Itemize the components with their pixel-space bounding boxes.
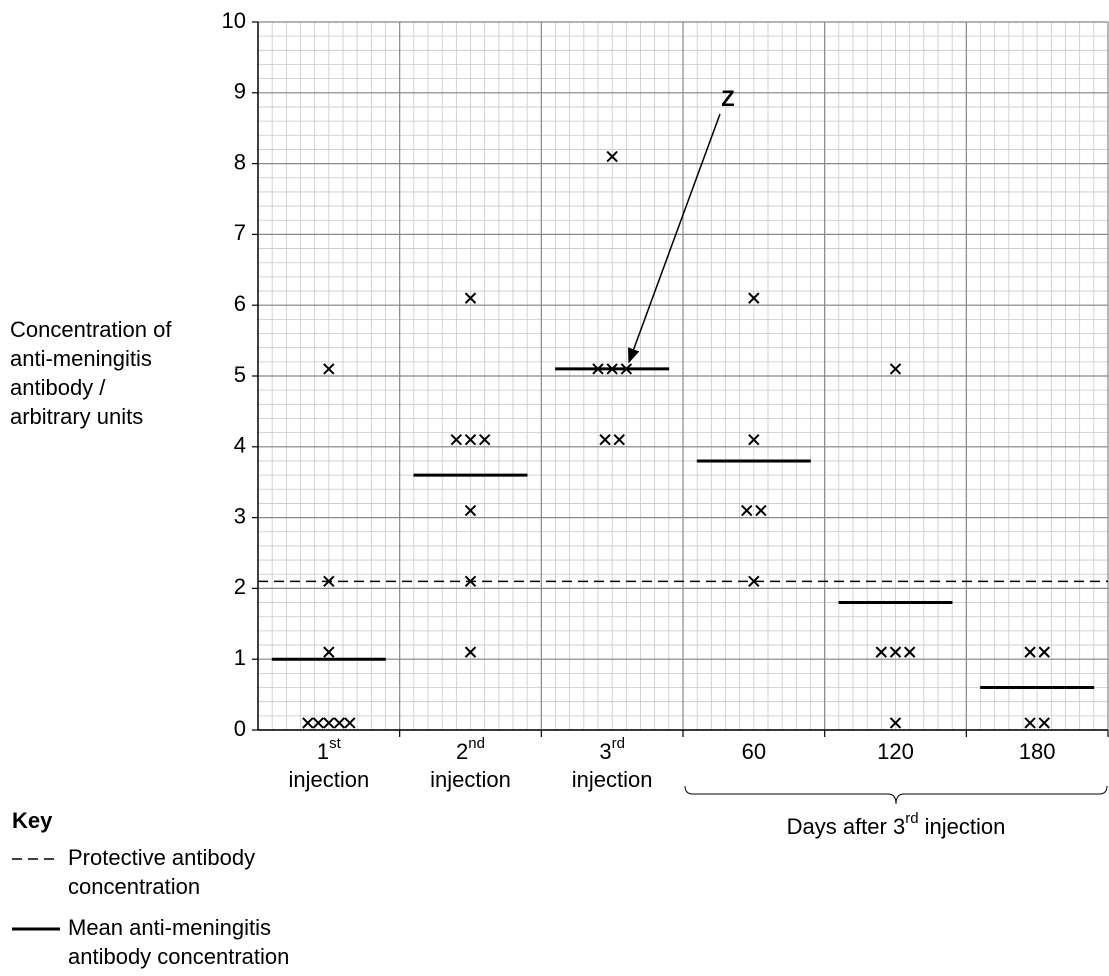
annotation-arrow [628,113,721,364]
data-point [889,363,902,375]
x-group-label: Days after 3rd injection [787,810,1006,838]
data-point [592,363,604,375]
key-label: concentration [68,874,200,899]
y-tick-label: 6 [234,291,246,316]
brace [684,785,1108,805]
x-tick-label-sup: rd [612,735,625,752]
x-tick-label-sup: nd [468,735,485,752]
y-axis-label: anti-meningitis [10,346,152,371]
data-point [903,646,916,658]
data-point [1024,717,1036,729]
data-point [606,150,618,163]
y-tick-label: 10 [222,8,246,33]
data-point [1024,646,1036,658]
data-point [741,504,753,517]
key-label: Mean anti-meningitis [68,915,271,940]
x-tick-label: 3rd [599,735,625,763]
data-point [478,434,491,446]
y-tick-label: 3 [234,503,246,528]
x-tick-label-sup: st [329,735,342,752]
key-label: Protective antibody [68,845,255,870]
x-tick-label-line2: injection [288,767,369,792]
y-axis-label: antibody / [10,375,106,400]
data-point [464,292,477,304]
x-tick-label-text: 2 [456,739,468,764]
data-point [889,646,902,658]
x-tick-label: 60 [742,739,766,764]
x-tick-label-line2: injection [430,767,511,792]
data-point [464,646,477,658]
data-point [606,363,618,375]
x-tick-label-line2: injection [572,767,653,792]
x-tick-label-text: 180 [1019,739,1056,764]
data-point [599,434,611,446]
data-point [464,575,477,588]
data-point [302,717,314,729]
x-tick-label-text: 1 [317,739,329,764]
x-tick-label-text: 3 [599,739,611,764]
x-group-label-text: Days after 3 [787,814,906,839]
data-point [755,504,767,517]
data-point [323,717,335,729]
data-point [312,717,325,729]
key-label: antibody concentration [68,944,289,969]
y-tick-label: 9 [234,79,246,104]
y-axis-label: Concentration of [10,317,172,342]
data-point [748,575,760,588]
y-tick-label: 2 [234,574,246,599]
data-point [875,646,888,658]
data-point [450,434,463,446]
data-point [323,363,335,375]
x-group-label-sup: rd [905,810,918,827]
data-point [748,292,760,304]
y-tick-label: 0 [234,716,246,741]
x-tick-label-text: 120 [877,739,914,764]
data-point [323,646,335,658]
x-tick-label: 120 [877,739,914,764]
grid [257,21,1109,731]
x-tick-label: 1st [317,735,342,763]
data-point [1038,646,1050,658]
data-point [1038,717,1050,729]
key-title: Key [12,808,53,833]
data-point [323,575,335,588]
data-point [748,434,760,446]
data-point [344,717,356,729]
x-group-label-text: injection [919,814,1006,839]
data-point [613,434,625,446]
y-tick-label: 1 [234,645,246,670]
data-point [889,717,902,729]
y-tick-label: 5 [234,362,246,387]
y-tick-label: 7 [234,220,246,245]
x-tick-label-text: 60 [742,739,766,764]
marks [258,150,1108,729]
data-point [333,717,346,729]
y-tick-label: 8 [234,149,246,174]
x-tick-label: 2nd [456,735,485,763]
y-axis-label: arbitrary units [10,404,143,429]
y-tick-label: 4 [234,433,246,458]
data-point [464,434,477,446]
data-point [620,363,633,375]
annotation-label: Z [721,86,734,111]
data-point [464,504,477,517]
x-tick-label: 180 [1019,739,1056,764]
